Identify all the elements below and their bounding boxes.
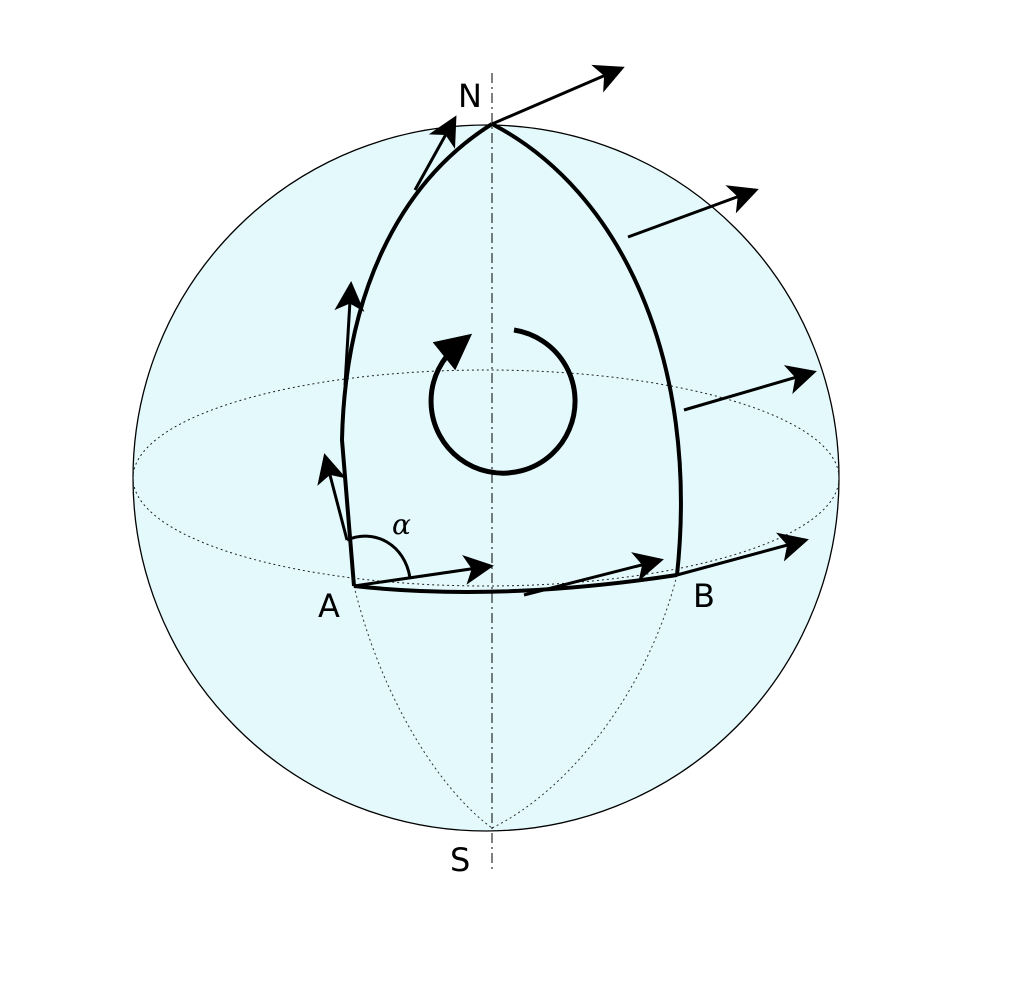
equator-arc-ab — [353, 573, 678, 594]
vector-nb-lower — [683, 365, 817, 412]
meridian-lower-left — [353, 585, 493, 829]
label-north: N — [458, 77, 482, 115]
vector-a-east — [353, 555, 494, 588]
meridian-nb — [491, 122, 683, 576]
angle-arc — [346, 534, 412, 579]
equator — [132, 369, 840, 587]
rotation-arrow — [428, 327, 578, 476]
vector-meridian-top — [413, 115, 457, 191]
label-a: A — [318, 587, 340, 625]
label-angle-alpha: α — [392, 508, 411, 541]
meridian-na — [340, 122, 494, 587]
label-b: B — [693, 577, 715, 615]
vector-north-pole — [491, 64, 625, 126]
meridian-lower-right — [491, 574, 678, 829]
label-south: S — [450, 841, 470, 879]
vector-b — [676, 532, 809, 577]
vector-nb-upper — [627, 185, 759, 239]
vector-equator-mid — [523, 552, 664, 597]
sphere — [132, 124, 840, 832]
vector-meridian-mid — [334, 281, 365, 386]
vector-a-north — [317, 453, 349, 541]
